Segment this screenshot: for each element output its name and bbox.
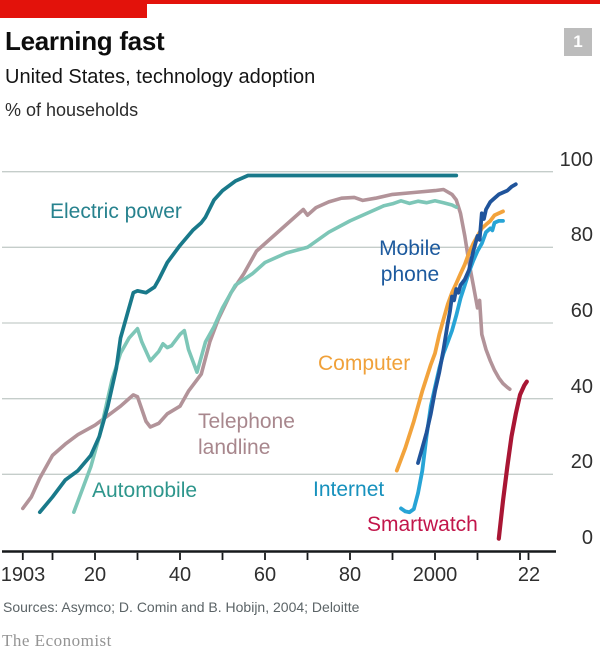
- line-electric_power: [37, 173, 459, 515]
- line-computer: [394, 209, 505, 473]
- line-internet: [399, 218, 505, 515]
- chart-subtitle: United States, technology adoption: [5, 66, 316, 88]
- top-red-rule: [0, 0, 600, 4]
- line-mobile_phone: [416, 182, 518, 465]
- line-smartwatch: [496, 379, 529, 541]
- sources-note: Sources: Asymco; D. Comin and B. Hobijn,…: [3, 599, 360, 615]
- red-tab: [0, 4, 147, 18]
- y-axis-unit-label: % of households: [5, 100, 139, 120]
- line-automobile: [72, 199, 459, 515]
- brand-signature: The Economist: [2, 631, 112, 650]
- figure-number-badge: 1: [564, 28, 592, 56]
- line-telephone_landline: [20, 187, 512, 511]
- page-title: Learning fast: [5, 26, 165, 56]
